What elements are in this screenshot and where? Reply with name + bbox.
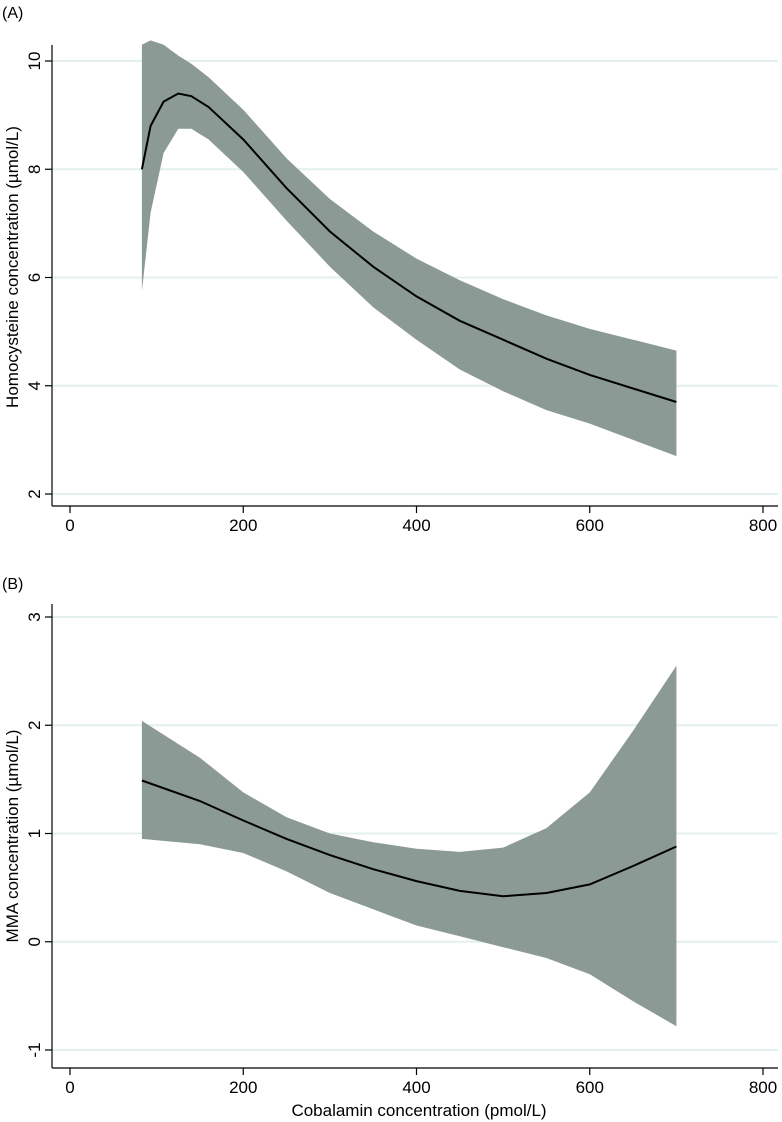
panel-b: (B) 0 200 400 600 800 -1 0 1 2 3 MMA concentratio… xyxy=(2,576,778,1120)
x-tick-label: 600 xyxy=(576,516,604,535)
panel-b-fitted-line xyxy=(141,779,677,898)
x-tick-label: 800 xyxy=(749,1078,777,1097)
x-tick-label: 400 xyxy=(402,1078,430,1097)
panel-a-label: (A) xyxy=(2,5,23,22)
x-tick-label: 0 xyxy=(65,516,74,535)
y-tick-label: -1 xyxy=(25,1042,44,1057)
y-tick-label: 2 xyxy=(25,721,44,730)
y-tick-label: 1 xyxy=(25,829,44,838)
x-tick-label: 200 xyxy=(229,516,257,535)
panel-b-label: (B) xyxy=(2,576,23,593)
y-tick-label: 0 xyxy=(25,937,44,946)
y-tick-label: 10 xyxy=(25,52,44,71)
panel-b-confidence-band xyxy=(141,665,677,1027)
panel-b-ticks: 0 200 400 600 800 -1 0 1 2 3 xyxy=(25,612,777,1097)
x-tick-label: 400 xyxy=(402,516,430,535)
y-tick-label: 8 xyxy=(25,165,44,174)
x-axis-title: Cobalamin concentration (pmol/L) xyxy=(291,1101,546,1120)
panel-a: (A) 0 200 400 600 800 2 4 6 8 10 Homocysteine con… xyxy=(2,5,778,535)
x-tick-label: 800 xyxy=(749,516,777,535)
y-tick-label: 4 xyxy=(25,381,44,390)
y-tick-label: 2 xyxy=(25,489,44,498)
y-tick-label: 3 xyxy=(25,612,44,621)
y-tick-label: 6 xyxy=(25,273,44,282)
panel-a-confidence-band xyxy=(141,40,677,457)
x-tick-label: 600 xyxy=(576,1078,604,1097)
panel-a-ticks: 0 200 400 600 800 2 4 6 8 10 xyxy=(25,52,777,535)
x-tick-label: 0 xyxy=(65,1078,74,1097)
x-tick-label: 200 xyxy=(229,1078,257,1097)
panel-b-y-axis-title: MMA concentration (µmol/L) xyxy=(3,730,22,943)
panel-a-y-axis-title: Homocysteine concentration (µmol/L) xyxy=(3,126,22,408)
panel-a-fitted-line xyxy=(140,92,677,403)
